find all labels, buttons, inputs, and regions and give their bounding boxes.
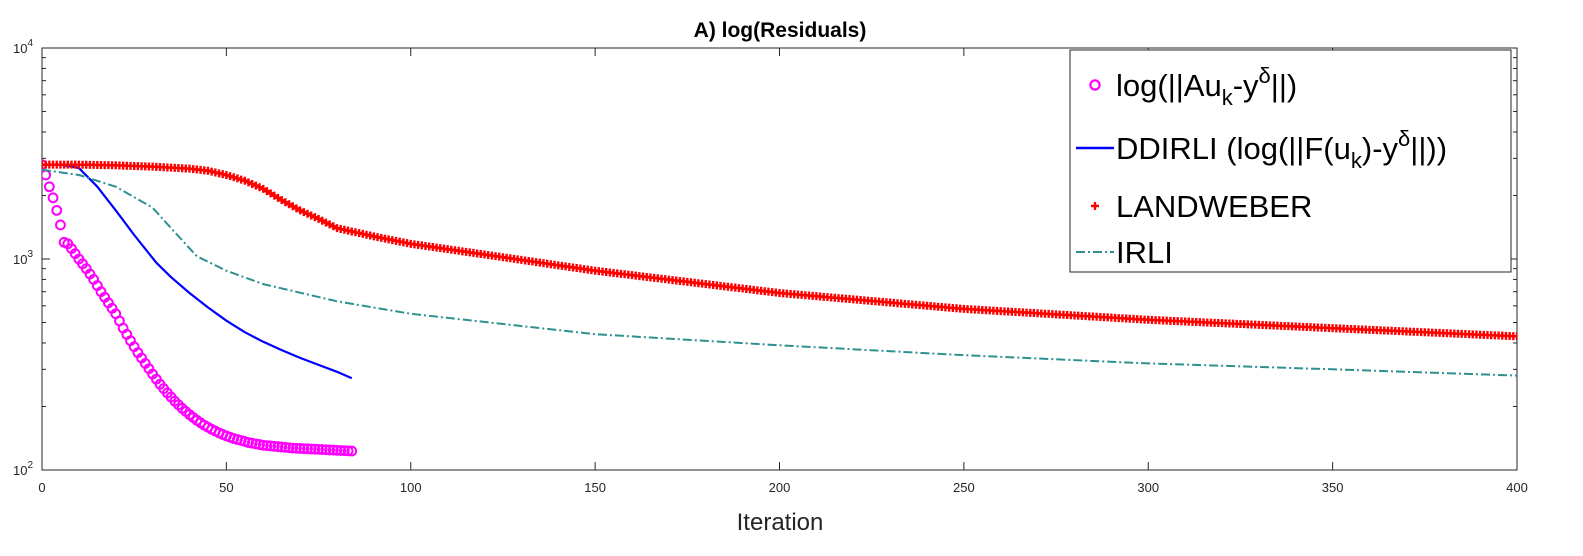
- y-tick-label-base: 10: [13, 463, 27, 478]
- data-point: [47, 192, 59, 204]
- data-point: [265, 440, 277, 452]
- series-ddirli: [42, 163, 353, 380]
- data-point: [42, 169, 52, 181]
- legend-box: [1069, 49, 1512, 273]
- y-tick-label-base: 10: [13, 41, 27, 56]
- x-axis: 0 50 100 150 200 250 300 350 400: [38, 48, 1528, 495]
- series-irli: [42, 168, 1517, 377]
- data-point: [43, 181, 55, 193]
- x-tick-label: 300: [1137, 480, 1159, 495]
- legend: log(||Auk-yδ||)DDIRLI (log(||F(uk)-yδ||)…: [1069, 49, 1512, 273]
- data-point: [324, 444, 336, 456]
- legend-item-landweber: LANDWEBER: [1091, 189, 1312, 224]
- legend-label: log(||Auk-yδ||): [1116, 63, 1297, 110]
- legend-text-part: -y: [1233, 68, 1259, 103]
- series-residual: [42, 159, 358, 457]
- data-point: [320, 444, 332, 456]
- data-point: [291, 442, 302, 454]
- y-tick-label-base: 10: [13, 252, 27, 267]
- data-point: [51, 204, 63, 216]
- legend-superscript: δ: [1259, 63, 1271, 88]
- legend-label: IRLI: [1116, 235, 1173, 270]
- x-tick-label: 400: [1506, 480, 1528, 495]
- data-point: [327, 444, 339, 456]
- x-tick-label: 50: [219, 480, 233, 495]
- chart-title: A) log(Residuals): [694, 19, 867, 42]
- y-tick-label: 103: [13, 249, 33, 267]
- data-point: [294, 443, 306, 454]
- legend-label: DDIRLI (log(||F(uk)-yδ||)): [1116, 126, 1447, 173]
- legend-text-part: ||): [1271, 68, 1297, 103]
- x-tick-label: 200: [769, 480, 791, 495]
- y-tick-label: 102: [13, 460, 33, 478]
- legend-marker: [1089, 79, 1101, 91]
- legend-marker: [1091, 202, 1099, 210]
- legend-item-irli: IRLI: [1076, 235, 1173, 270]
- data-point: [279, 441, 291, 453]
- y-tick-label-exponent: 4: [27, 38, 33, 49]
- y-tick-label-exponent: 2: [27, 460, 33, 471]
- legend-item-residual: log(||Auk-yδ||): [1089, 63, 1297, 110]
- data-point: [261, 440, 273, 452]
- data-point: [257, 439, 269, 451]
- legend-text: IRLI: [1116, 235, 1173, 270]
- legend-subscript: k: [1351, 148, 1363, 173]
- data-point: [331, 444, 343, 456]
- data-point: [55, 219, 66, 231]
- data-point: [313, 443, 324, 455]
- legend-text: LANDWEBER: [1116, 189, 1312, 224]
- data-point: [342, 445, 354, 457]
- legend-label: LANDWEBER: [1116, 189, 1312, 224]
- series-line-irli: [42, 168, 1517, 377]
- legend-item-ddirli: DDIRLI (log(||F(uk)-yδ||)): [1076, 126, 1447, 173]
- legend-subscript: k: [1222, 85, 1234, 110]
- data-point: [302, 443, 313, 455]
- x-tick-label: 0: [38, 480, 45, 495]
- data-point: [283, 442, 295, 454]
- x-tick-label: 250: [953, 480, 975, 495]
- data-point: [335, 445, 347, 456]
- data-point: [268, 440, 280, 452]
- data-point: [346, 445, 358, 457]
- legend-text-part: log(||Au: [1116, 68, 1222, 103]
- data-point: [1513, 332, 1517, 341]
- data-point: [298, 443, 310, 455]
- y-tick-label: 104: [13, 38, 33, 56]
- data-point: [276, 441, 288, 453]
- legend-text-part: ||)): [1410, 131, 1447, 166]
- data-point: [309, 443, 321, 455]
- data-point: [316, 444, 328, 455]
- legend-text-part: DDIRLI (log(||F(u: [1116, 131, 1351, 166]
- x-tick-label: 100: [400, 480, 422, 495]
- x-tick-label: 150: [584, 480, 606, 495]
- data-point: [338, 445, 350, 457]
- plot-area: [41, 47, 1518, 471]
- y-tick-label-exponent: 3: [27, 249, 33, 260]
- data-point: [272, 441, 284, 453]
- legend-superscript: δ: [1398, 126, 1410, 151]
- series-line-ddirli: [42, 163, 353, 380]
- series-landweber: [42, 160, 1517, 341]
- x-tick-label: 350: [1322, 480, 1344, 495]
- data-point: [287, 442, 299, 454]
- data-point: [305, 443, 317, 455]
- x-axis-label: Iteration: [737, 509, 824, 536]
- legend-text-part: )-y: [1362, 131, 1399, 166]
